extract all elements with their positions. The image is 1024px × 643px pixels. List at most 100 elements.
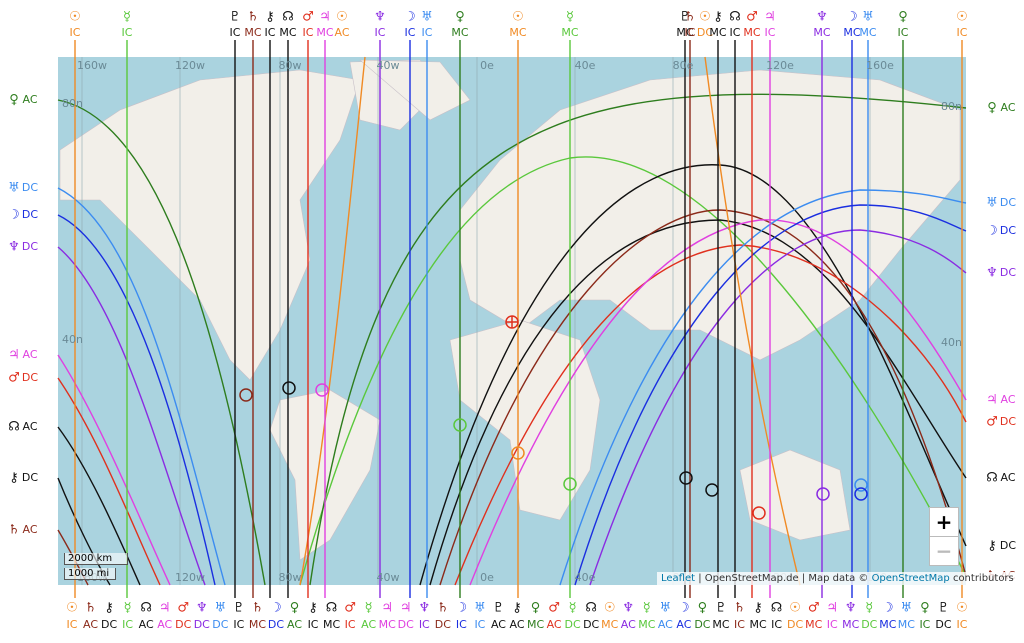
angle-label: DC [398, 618, 414, 631]
planet-symbol: ☿ [643, 601, 651, 616]
angle-label: AC [1000, 471, 1015, 484]
planet-symbol: ☉ [336, 10, 348, 25]
planet-symbol: ☽ [986, 224, 998, 239]
angle-label: DC [268, 618, 284, 631]
attribution-text: | OpenStreetMap.de | Map data © [695, 573, 872, 584]
angle-label: DC [583, 618, 599, 631]
lat-label: 80n [62, 97, 83, 110]
planet-symbol: ♂ [177, 601, 189, 616]
planet-symbol: ☉ [956, 10, 968, 25]
angle-label: IC [233, 618, 244, 631]
planet-symbol: ♇ [679, 10, 691, 25]
planet-symbol: ☽ [404, 10, 416, 25]
planet-symbol: ♀ [290, 601, 300, 616]
planet-symbol: ♇ [938, 601, 950, 616]
angle-label: MC [743, 26, 760, 39]
lon-label: 120w [175, 571, 205, 584]
planet-symbol: ♂ [746, 10, 758, 25]
angle-label: AC [22, 348, 37, 361]
planet-symbol: ♅ [421, 10, 433, 25]
planet-symbol: ☉ [69, 10, 81, 25]
angle-label: MC [316, 26, 333, 39]
angle-label: MC [561, 26, 578, 39]
angle-label: MC [749, 618, 766, 631]
angle-label: DC [22, 471, 38, 484]
planet-symbol: ☿ [865, 601, 873, 616]
lon-label: 0e [480, 59, 494, 72]
angle-label: AC [658, 618, 673, 631]
zoom-in[interactable]: + [929, 507, 959, 537]
planet-symbol: ♀ [698, 601, 708, 616]
lon-label: 160e [866, 59, 894, 72]
angle-label: DC [22, 240, 38, 253]
planet-symbol: ♅ [862, 10, 874, 25]
lon-label: 160w [77, 59, 107, 72]
planet-symbol: ♆ [622, 601, 634, 616]
planet-symbol: ☊ [326, 601, 338, 616]
angle-label: IC [122, 618, 133, 631]
angle-label: IC [771, 618, 782, 631]
angle-label: DC [175, 618, 191, 631]
angle-label: IC [765, 26, 776, 39]
leaflet-link[interactable]: Leaflet [661, 573, 696, 584]
planet-symbol: ♅ [901, 601, 913, 616]
osm-link[interactable]: OpenStreetMap [871, 573, 950, 584]
planet-symbol: ☿ [569, 601, 577, 616]
angle-label: AC [509, 618, 524, 631]
planet-symbol: ☊ [8, 420, 20, 435]
angle-label: MC [813, 26, 830, 39]
angle-label: MC [859, 26, 876, 39]
angle-label: DC [435, 618, 451, 631]
angle-label: AC [1000, 393, 1015, 406]
planet-symbol: ⚷ [308, 601, 318, 616]
angle-label: IC [375, 26, 386, 39]
planet-symbol: ☉ [789, 601, 801, 616]
angle-label: AC [361, 618, 376, 631]
angle-label: MC [379, 618, 396, 631]
angle-label: IC [474, 618, 485, 631]
planet-symbol: ☉ [604, 601, 616, 616]
planet-symbol: ☿ [124, 601, 132, 616]
planet-symbol: ☊ [282, 10, 294, 25]
angle-label: DC [1000, 266, 1016, 279]
zoom-out[interactable]: − [929, 536, 959, 566]
planet-lines [57, 40, 967, 598]
angle-label: AC [22, 523, 37, 536]
angle-label: DC [22, 181, 38, 194]
planet-symbol: ☊ [771, 601, 783, 616]
angle-label: MC [676, 26, 693, 39]
angle-label: AC [83, 618, 98, 631]
planet-symbol: ♂ [8, 371, 20, 386]
planet-symbol: ♃ [986, 393, 998, 408]
planet-symbol: ☽ [456, 601, 468, 616]
lon-label: 80e [673, 59, 694, 72]
angle-label: IC [70, 26, 81, 39]
angle-label: MC [323, 618, 340, 631]
angle-label: DC [194, 618, 210, 631]
angle-label: AC [22, 93, 37, 106]
planet-symbol: ⚷ [104, 601, 114, 616]
planet-symbol: ♆ [8, 240, 20, 255]
angle-label: DC [565, 618, 581, 631]
planet-symbol: ♆ [986, 266, 998, 281]
angle-label: MC [527, 618, 544, 631]
angle-label: DC [697, 26, 713, 39]
angle-label: IC [122, 26, 133, 39]
angle-label: DC [787, 618, 803, 631]
planet-symbol: ☊ [585, 601, 597, 616]
angle-label: AC [334, 26, 349, 39]
angle-label: AC [287, 618, 302, 631]
planet-symbol: ♄ [247, 10, 259, 25]
angle-label: DC [22, 208, 38, 221]
planet-symbol: ♃ [319, 10, 331, 25]
planet-symbol: ⚷ [265, 10, 275, 25]
planet-symbol: ♂ [986, 415, 998, 430]
planet-symbol: ♀ [531, 601, 541, 616]
angle-label: IC [685, 26, 696, 39]
planet-symbol: ☉ [956, 601, 968, 616]
angle-label: IC [308, 618, 319, 631]
attribution-tail: contributors [949, 573, 1014, 584]
angle-label: DC [1000, 224, 1016, 237]
angle-label: MC [843, 26, 860, 39]
